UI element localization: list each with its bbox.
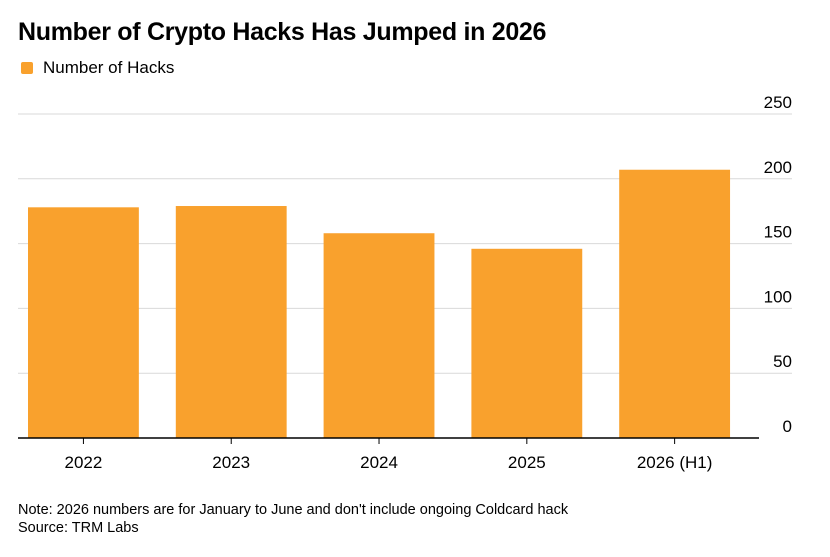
y-tick-label: 0 (783, 417, 792, 436)
y-tick-label: 50 (773, 352, 792, 371)
legend-label: Number of Hacks (43, 58, 175, 77)
legend: Number of Hacks (21, 58, 174, 78)
y-tick-label: 100 (764, 287, 792, 306)
x-tick-label: 2022 (65, 453, 103, 472)
x-tick-label: 2023 (212, 453, 250, 472)
legend-swatch (21, 62, 33, 74)
footnote: Note: 2026 numbers are for January to Ju… (18, 501, 568, 537)
bar (28, 207, 139, 438)
source-text: Source: TRM Labs (18, 520, 139, 536)
y-tick-label: 200 (764, 158, 792, 177)
bar (619, 169, 731, 438)
x-tick-label: 2024 (360, 453, 398, 472)
x-tick-label: 2026 (H1) (637, 453, 713, 472)
y-tick-label: 250 (764, 93, 792, 112)
bar (323, 233, 435, 438)
y-tick-label: 150 (764, 223, 792, 242)
x-tick-label: 2025 (508, 453, 546, 472)
bar (471, 248, 583, 438)
chart-title: Number of Crypto Hacks Has Jumped in 202… (18, 18, 547, 46)
bar (175, 206, 287, 438)
note-text: Note: 2026 numbers are for January to Ju… (18, 502, 569, 518)
